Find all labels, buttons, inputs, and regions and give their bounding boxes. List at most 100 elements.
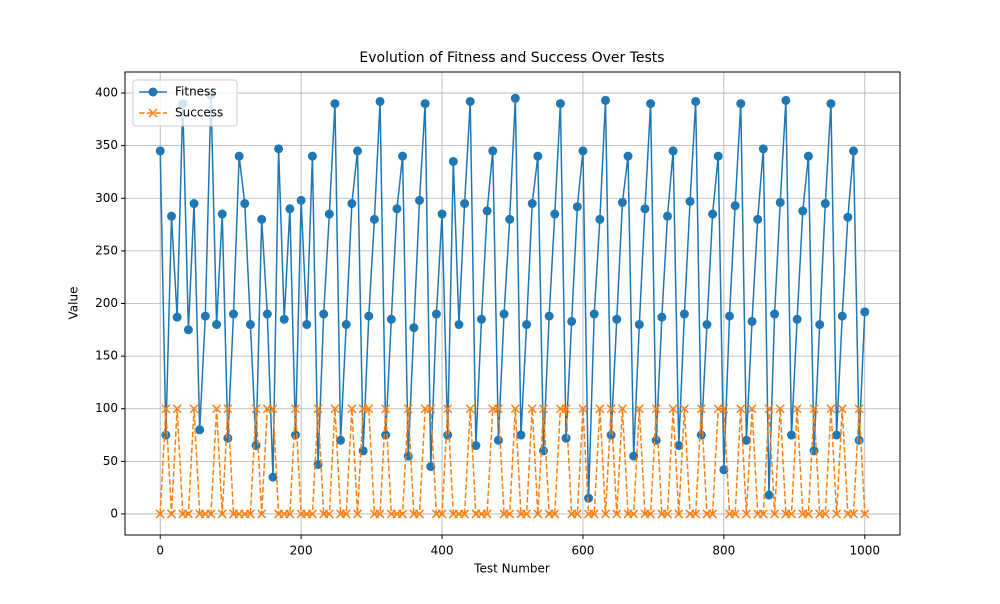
- marker: [719, 465, 729, 475]
- marker: [600, 509, 611, 519]
- y-tick-label: 400: [95, 86, 118, 100]
- marker: [155, 146, 165, 156]
- series-line: [159, 407, 866, 515]
- marker: [392, 204, 402, 214]
- marker: [629, 509, 639, 519]
- marker: [612, 509, 622, 519]
- marker: [324, 509, 334, 519]
- marker: [786, 509, 797, 519]
- marker: [849, 146, 858, 156]
- marker: [781, 95, 791, 105]
- marker: [832, 509, 842, 519]
- marker: [634, 404, 644, 414]
- marker: [330, 99, 340, 109]
- marker: [510, 93, 520, 103]
- marker: [758, 509, 768, 519]
- marker: [381, 404, 391, 414]
- marker: [217, 509, 227, 519]
- marker: [668, 404, 678, 414]
- x-tick-label: 600: [572, 544, 595, 558]
- marker: [285, 204, 295, 214]
- marker: [493, 435, 503, 445]
- marker: [257, 214, 267, 224]
- y-tick-label: 200: [95, 296, 118, 310]
- marker: [713, 151, 723, 161]
- marker: [860, 509, 870, 519]
- marker: [747, 316, 757, 326]
- marker: [347, 404, 357, 414]
- marker: [257, 509, 267, 519]
- marker: [386, 314, 396, 324]
- x-axis-label: Test Number: [473, 562, 550, 576]
- marker: [488, 146, 498, 156]
- x-tick-label: 800: [712, 544, 735, 558]
- legend-label: Fitness: [175, 85, 217, 99]
- marker: [409, 323, 419, 333]
- markers: [155, 404, 870, 519]
- marker: [860, 307, 870, 317]
- marker: [522, 320, 532, 330]
- marker: [223, 433, 233, 443]
- marker: [217, 209, 227, 219]
- marker: [736, 99, 746, 109]
- marker: [606, 404, 616, 414]
- marker: [364, 311, 374, 321]
- marker: [330, 404, 340, 414]
- marker: [741, 509, 751, 519]
- marker: [595, 404, 605, 414]
- marker: [572, 202, 582, 212]
- marker: [167, 211, 176, 221]
- marker: [646, 99, 656, 109]
- marker: [499, 309, 509, 319]
- marker: [533, 509, 543, 519]
- marker: [747, 404, 757, 414]
- marker: [234, 151, 244, 161]
- marker: [538, 404, 549, 414]
- marker: [290, 404, 301, 414]
- marker: [415, 195, 424, 205]
- marker: [465, 96, 475, 106]
- marker: [634, 320, 644, 330]
- legend-marker: [148, 87, 158, 97]
- marker: [854, 404, 864, 414]
- marker: [826, 99, 836, 109]
- marker: [696, 404, 706, 414]
- marker: [183, 509, 193, 519]
- marker: [437, 509, 447, 519]
- marker: [516, 430, 526, 440]
- marker: [398, 509, 408, 519]
- marker: [347, 199, 357, 209]
- marker: [527, 199, 537, 209]
- marker: [279, 314, 289, 324]
- marker: [212, 320, 222, 330]
- marker: [820, 199, 830, 209]
- marker: [775, 404, 785, 414]
- marker: [651, 435, 661, 445]
- marker: [482, 509, 492, 519]
- marker: [195, 425, 205, 435]
- marker: [595, 214, 605, 224]
- marker: [251, 404, 261, 414]
- marker: [651, 404, 661, 414]
- marker: [223, 404, 233, 414]
- marker: [544, 311, 554, 321]
- marker: [550, 209, 560, 219]
- y-tick-label: 350: [95, 138, 118, 152]
- marker: [319, 309, 329, 319]
- marker: [245, 320, 255, 330]
- marker: [460, 509, 470, 519]
- y-axis-label: Value: [67, 287, 81, 320]
- marker: [617, 197, 627, 207]
- marker: [172, 404, 182, 414]
- marker: [848, 509, 859, 519]
- x-tick-label: 400: [431, 544, 454, 558]
- marker: [307, 151, 317, 161]
- marker: [161, 430, 171, 440]
- marker: [431, 309, 441, 319]
- marker: [617, 404, 627, 414]
- marker: [640, 204, 650, 214]
- marker: [398, 151, 408, 161]
- marker: [809, 404, 819, 414]
- marker: [375, 96, 385, 106]
- marker: [803, 509, 813, 519]
